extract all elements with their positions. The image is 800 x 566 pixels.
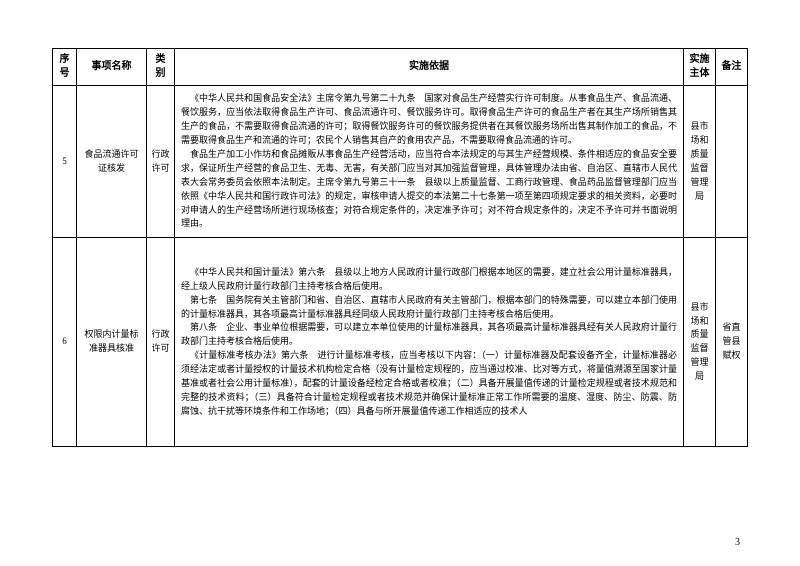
basis-paragraph: 《计量标准考核办法》第六条 进行计量标准考核，应当考核以下内容：（一）计量标准器… bbox=[181, 349, 677, 419]
col-header-category: 类别 bbox=[147, 49, 175, 86]
table-header-row: 序号 事项名称 类别 实施依据 实施主体 备注 bbox=[53, 49, 748, 86]
cell-name: 食品流通许可证核发 bbox=[77, 86, 147, 238]
page-number: 3 bbox=[735, 537, 740, 548]
table-row: 6 权限内计量标准器具核准 行政许可 《中华人民共和国计量法》第六条 县级以上地… bbox=[53, 238, 748, 447]
approval-items-table: 序号 事项名称 类别 实施依据 实施主体 备注 5 食品流通许可证核发 行政许可… bbox=[52, 48, 748, 447]
col-header-note: 备注 bbox=[716, 49, 748, 86]
cell-basis: 《中华人民共和国计量法》第六条 县级以上地方人民政府计量行政部门根据本地区的需要… bbox=[175, 238, 684, 447]
cell-basis: 《中华人民共和国食品安全法》主席令第九号第二十九条 国家对食品生产经营实行许可制… bbox=[175, 86, 684, 238]
document-page: 序号 事项名称 类别 实施依据 实施主体 备注 5 食品流通许可证核发 行政许可… bbox=[0, 0, 800, 566]
basis-paragraph: 食品生产加工小作坊和食品摊贩从事食品生产经营活动，应当符合本法规定的与其生产经营… bbox=[181, 148, 677, 232]
basis-paragraph: 《中华人民共和国食品安全法》主席令第九号第二十九条 国家对食品生产经营实行许可制… bbox=[181, 92, 677, 148]
cell-category: 行政许可 bbox=[147, 238, 175, 447]
table-row: 5 食品流通许可证核发 行政许可 《中华人民共和国食品安全法》主席令第九号第二十… bbox=[53, 86, 748, 238]
col-header-name: 事项名称 bbox=[77, 49, 147, 86]
cell-subject: 县市场和质量监督管理局 bbox=[684, 238, 716, 447]
basis-paragraph: 第七条 国务院有关主管部门和省、自治区、直辖市人民政府有关主管部门，根据本部门的… bbox=[181, 294, 677, 322]
cell-seq: 6 bbox=[53, 238, 77, 447]
cell-note: 省直管县赋权 bbox=[716, 238, 748, 447]
cell-seq: 5 bbox=[53, 86, 77, 238]
cell-category: 行政许可 bbox=[147, 86, 175, 238]
basis-paragraph: 第八条 企业、事业单位根据需要，可以建立本单位使用的计量标准器具，其各项最高计量… bbox=[181, 321, 677, 349]
cell-note bbox=[716, 86, 748, 238]
col-header-basis: 实施依据 bbox=[175, 49, 684, 86]
cell-name: 权限内计量标准器具核准 bbox=[77, 238, 147, 447]
basis-paragraph: 《中华人民共和国计量法》第六条 县级以上地方人民政府计量行政部门根据本地区的需要… bbox=[181, 266, 677, 294]
col-header-subject: 实施主体 bbox=[684, 49, 716, 86]
cell-subject: 县市场和质量监督管理局 bbox=[684, 86, 716, 238]
table-body: 5 食品流通许可证核发 行政许可 《中华人民共和国食品安全法》主席令第九号第二十… bbox=[53, 86, 748, 447]
col-header-seq: 序号 bbox=[53, 49, 77, 86]
